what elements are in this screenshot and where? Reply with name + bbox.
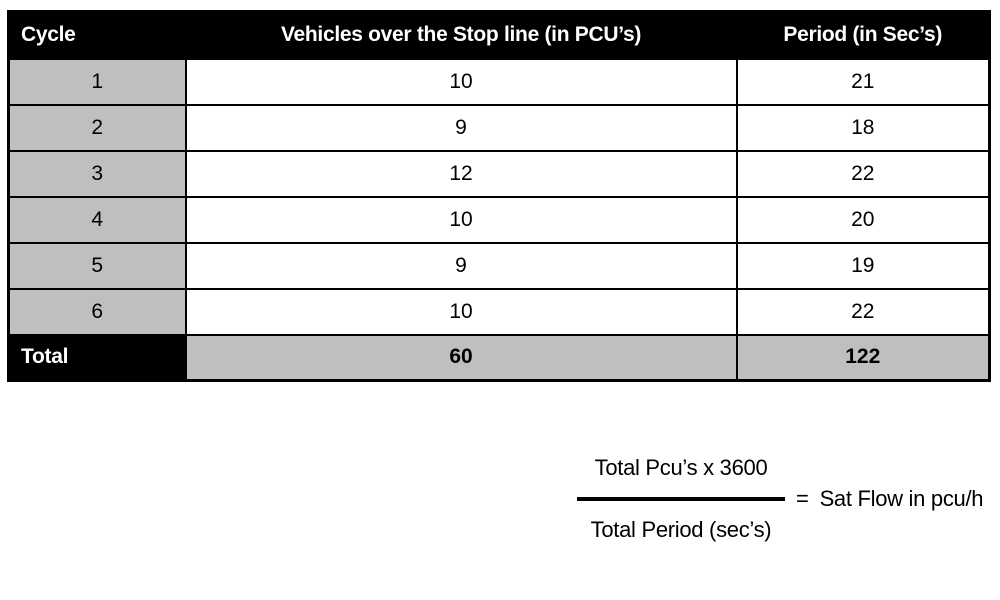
vehicles-cell: 10 [184,195,738,244]
header-period: Period (in Sec’s) [735,10,991,60]
table-row: 4 10 20 [7,195,991,244]
cycle-cell: 5 [7,241,187,290]
vehicles-cell: 10 [184,57,738,106]
table-header-row: Cycle Vehicles over the Stop line (in PC… [7,10,991,60]
formula-result: Sat Flow in pcu/h [819,486,984,511]
table-row: 2 9 18 [7,103,991,152]
vehicles-cell: 12 [184,149,738,198]
table-row: 3 12 22 [7,149,991,198]
cycle-cell: 2 [7,103,187,152]
cycle-cell: 4 [7,195,187,244]
period-cell: 20 [735,195,991,244]
fraction: Total Pcu’s x 3600 Total Period (sec’s) [577,452,785,546]
header-vehicles: Vehicles over the Stop line (in PCU’s) [184,10,738,60]
period-cell: 19 [735,241,991,290]
period-cell: 21 [735,57,991,106]
saturation-flow-table: Cycle Vehicles over the Stop line (in PC… [7,10,991,382]
total-label: Total [7,333,187,382]
formula-denominator: Total Period (sec’s) [590,517,772,542]
vehicles-cell: 9 [184,103,738,152]
equals-sign: = [796,486,809,511]
table-total-row: Total 60 122 [7,333,991,382]
table-row: 6 10 22 [7,287,991,336]
fraction-bar [577,497,785,501]
period-cell: 18 [735,103,991,152]
sat-flow-formula: Total Pcu’s x 3600 Total Period (sec’s) … [577,452,984,546]
table-row: 5 9 19 [7,241,991,290]
cycle-cell: 3 [7,149,187,198]
cycle-cell: 1 [7,57,187,106]
vehicles-cell: 9 [184,241,738,290]
total-vehicles-cell: 60 [184,333,738,382]
header-cycle: Cycle [7,10,187,60]
formula-numerator: Total Pcu’s x 3600 [594,455,768,480]
vehicles-cell: 10 [184,287,738,336]
total-period-cell: 122 [735,333,991,382]
period-cell: 22 [735,287,991,336]
cycle-cell: 6 [7,287,187,336]
table-row: 1 10 21 [7,57,991,106]
period-cell: 22 [735,149,991,198]
